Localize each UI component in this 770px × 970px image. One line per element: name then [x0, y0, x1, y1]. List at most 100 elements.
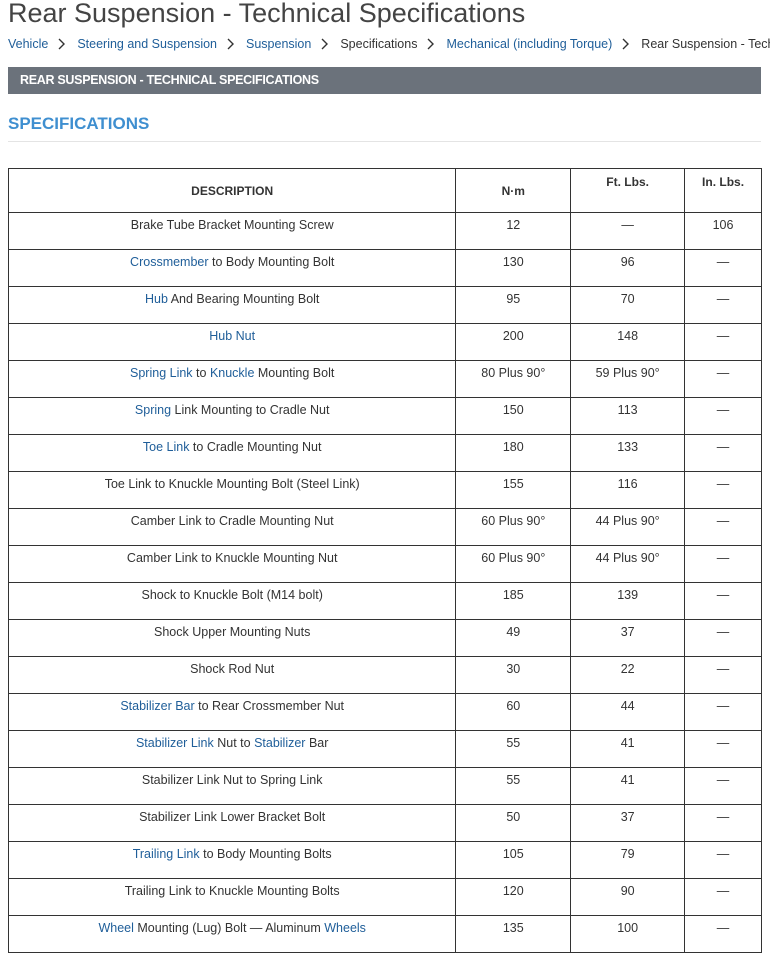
breadcrumb-separator	[622, 38, 630, 50]
description-link[interactable]: Stabilizer Link	[135, 736, 214, 750]
description-text: Stabilizer Link Lower Bracket Bolt	[139, 810, 326, 824]
value-cell: —	[684, 693, 762, 731]
table-body: Brake Tube Bracket Mounting Screw 12—106 C…	[7, 212, 762, 953]
table-row: Spring Link Mounting to Cradle Nut 150 113…	[7, 397, 762, 435]
description-link[interactable]: Spring Link	[130, 366, 193, 380]
breadcrumb-separator	[321, 38, 329, 50]
value-cell: —	[684, 767, 762, 805]
chevron	[622, 38, 630, 50]
description-cell: Trailing Link to Body Mounting Bolts	[7, 841, 457, 879]
value-cell: 44 Plus 90°	[570, 545, 686, 583]
description-text: to Rear Crossmember Nut	[194, 699, 345, 713]
value-cell: 96	[570, 249, 686, 287]
value-cell: 135	[455, 915, 572, 953]
description-text: Shock Upper Mounting Nuts	[154, 625, 311, 639]
header-row: DESCRIPTION N·m Ft. Lbs. In. Lbs.	[7, 168, 762, 213]
page-title: Rear Suspension - Technical Specificatio…	[8, 0, 526, 28]
breadcrumb-item[interactable]: Steering and Suspension	[77, 36, 217, 51]
description-link[interactable]: Hub	[144, 292, 168, 306]
value-cell: 55	[455, 730, 572, 768]
value-cell: 150	[455, 397, 572, 435]
column-header: Ft. Lbs.	[570, 168, 686, 213]
column-header: In. Lbs.	[684, 168, 762, 213]
description-cell: Shock Upper Mounting Nuts	[7, 619, 457, 657]
value-cell: 60	[455, 693, 572, 731]
description-link[interactable]: Trailing Link	[132, 847, 200, 861]
value-cell: 80 Plus 90°	[455, 360, 572, 398]
table-row: Wheel Mounting (Lug) Bolt — Aluminum Whe…	[7, 915, 762, 953]
value-cell: —	[684, 508, 762, 546]
breadcrumb-item[interactable]: Suspension	[246, 36, 312, 51]
value-cell: 180	[455, 434, 572, 472]
table-row: Toe Link to Knuckle Mounting Bolt (Steel…	[7, 471, 762, 509]
value-cell: —	[684, 286, 762, 324]
description-cell: Wheel Mounting (Lug) Bolt — Aluminum Whe…	[7, 915, 457, 953]
description-cell: Shock Rod Nut	[7, 656, 457, 694]
description-cell: Brake Tube Bracket Mounting Screw	[7, 212, 457, 250]
description-link[interactable]: Stabilizer	[254, 736, 306, 750]
description-link[interactable]: Spring	[134, 403, 172, 417]
description-text: to Body Mounting Bolt	[208, 255, 335, 269]
table-row: Hub Nut 200 148—	[7, 323, 762, 361]
table-row: Shock Rod Nut 30 22—	[7, 656, 762, 694]
breadcrumb-item: Specifications	[340, 36, 418, 51]
breadcrumb-separator	[227, 38, 234, 50]
description-text: Mounting (Lug) Bolt — Aluminum	[133, 921, 325, 935]
description-text: Shock to Knuckle Bolt (M14 bolt)	[141, 588, 323, 602]
value-cell: 70	[570, 286, 686, 324]
value-cell: 44	[570, 693, 686, 731]
value-cell: 148	[570, 323, 686, 361]
column-header: DESCRIPTION	[7, 168, 457, 213]
description-link[interactable]: Stabilizer Bar	[120, 699, 195, 713]
description-link[interactable]: Wheel	[98, 921, 134, 935]
description-link[interactable]: Hub Nut	[209, 329, 256, 343]
description-text: Stabilizer Link Nut to Spring Link	[141, 773, 323, 787]
value-cell: 79	[570, 841, 686, 879]
value-cell: 60 Plus 90°	[455, 545, 572, 583]
breadcrumb-item[interactable]: Vehicle	[8, 36, 49, 51]
description-cell: Stabilizer Link Nut to Stabilizer Bar	[7, 730, 457, 768]
description-text: Link Mounting to Cradle Nut	[171, 403, 330, 417]
section-heading: SPECIFICATIONS	[8, 114, 150, 133]
description-link[interactable]: Crossmember	[130, 255, 209, 269]
spec-table: DESCRIPTION N·m Ft. Lbs. In. Lbs. Brake Tub…	[7, 168, 762, 953]
column-header: N·m	[455, 168, 572, 213]
description-cell: Spring Link to Knuckle Mounting Bolt	[7, 360, 457, 398]
value-cell: 41	[570, 767, 686, 805]
description-cell: Toe Link to Knuckle Mounting Bolt (Steel…	[7, 471, 457, 509]
table-row: Trailing Link to Body Mounting Bolts 105 7…	[7, 841, 762, 879]
description-text: Mounting Bolt	[254, 366, 335, 380]
description-link[interactable]: Toe Link	[142, 440, 190, 454]
breadcrumb-separator	[427, 38, 435, 50]
divider	[8, 141, 761, 142]
description-text: Bar	[305, 736, 329, 750]
table-row: Stabilizer Link Lower Bracket Bolt 50 37—	[7, 804, 762, 842]
value-cell: —	[684, 841, 762, 879]
table-row: Spring Link to Knuckle Mounting Bolt 80 P…	[7, 360, 762, 398]
value-cell: 116	[570, 471, 686, 509]
description-cell: Trailing Link to Knuckle Mounting Bolts	[7, 878, 457, 916]
breadcrumb: Vehicle Steering and Suspension Suspension…	[8, 36, 770, 54]
value-cell: —	[684, 323, 762, 361]
table-row: Toe Link to Cradle Mounting Nut 180 133—	[7, 434, 762, 472]
description-link[interactable]: Wheels	[324, 921, 366, 935]
value-cell: 120	[455, 878, 572, 916]
description-link[interactable]: Knuckle	[209, 366, 255, 380]
value-cell: 49	[455, 619, 572, 657]
banner: REAR SUSPENSION - TECHNICAL SPECIFICATIO…	[8, 67, 761, 94]
chevron	[58, 38, 66, 50]
description-text: to Body Mounting Bolts	[199, 847, 332, 861]
chevron	[321, 38, 329, 50]
breadcrumb-item[interactable]: Mechanical (including Torque)	[446, 36, 613, 51]
description-cell: Crossmember to Body Mounting Bolt	[7, 249, 457, 287]
description-text: Shock Rod Nut	[190, 662, 275, 676]
description-text: Brake Tube Bracket Mounting Screw	[130, 218, 334, 232]
description-cell: Shock to Knuckle Bolt (M14 bolt)	[7, 582, 457, 620]
chevron	[227, 38, 234, 50]
value-cell: 139	[570, 582, 686, 620]
value-cell: 50	[455, 804, 572, 842]
value-cell: —	[684, 360, 762, 398]
value-cell: —	[684, 915, 762, 953]
description-text: Toe Link to Knuckle Mounting Bolt (Steel…	[104, 477, 360, 491]
